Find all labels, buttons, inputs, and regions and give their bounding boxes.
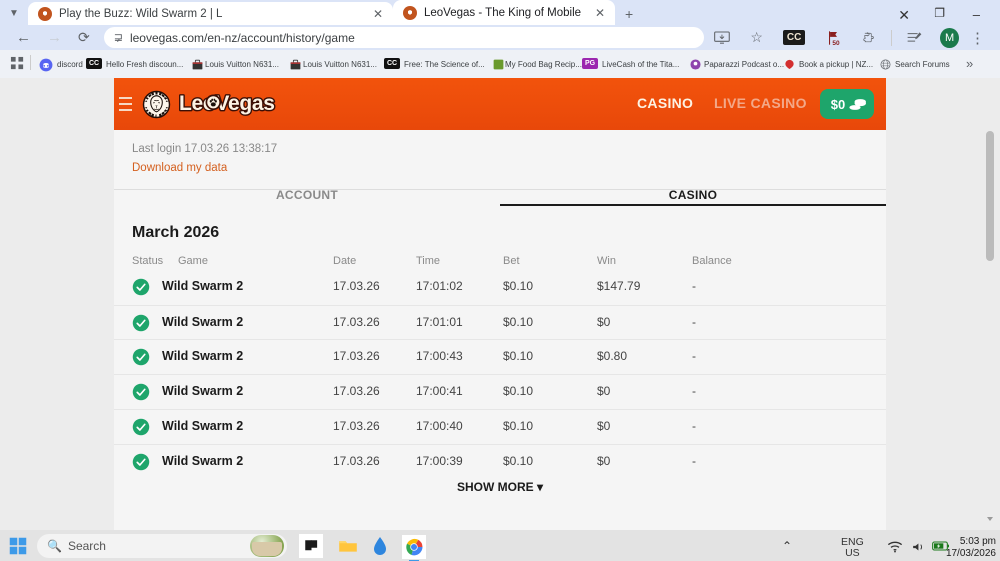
svg-text:LeoVegas: LeoVegas <box>179 92 275 115</box>
